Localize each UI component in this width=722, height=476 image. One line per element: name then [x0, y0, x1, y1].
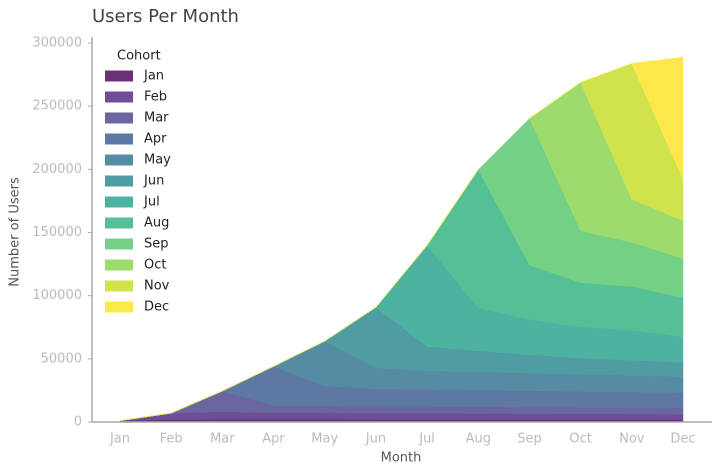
- legend-swatch: [105, 217, 133, 229]
- legend-title: Cohort: [117, 49, 161, 64]
- y-tick-label: 150000: [32, 225, 82, 240]
- x-tick-label: Aug: [466, 432, 491, 447]
- y-axis-label: Number of Users: [8, 177, 23, 287]
- legend-label: Mar: [144, 111, 169, 126]
- legend-swatch: [105, 91, 133, 103]
- y-tick-label: 0: [74, 415, 82, 430]
- y-tick-label: 200000: [32, 162, 82, 177]
- x-tick-label: Feb: [160, 432, 183, 447]
- legend-swatch: [105, 70, 133, 82]
- legend-swatch: [105, 133, 133, 145]
- x-tick-label: Dec: [670, 432, 695, 447]
- areas: [119, 56, 684, 423]
- legend-swatch: [105, 280, 133, 292]
- legend-label: Dec: [144, 300, 169, 315]
- x-tick-label: Sep: [517, 432, 542, 447]
- x-tick-label: Jan: [109, 432, 130, 447]
- x-tick-label: Nov: [619, 432, 645, 447]
- x-tick-label: Mar: [210, 432, 235, 447]
- y-tick-label: 50000: [41, 351, 82, 366]
- area: [119, 56, 684, 421]
- legend-label: Nov: [144, 279, 170, 294]
- legend-label: Jan: [143, 69, 164, 84]
- legend-label: Jun: [143, 174, 164, 189]
- legend-swatch: [105, 238, 133, 250]
- legend-label: Apr: [144, 132, 167, 147]
- legend-swatch: [105, 259, 133, 271]
- legend-swatch: [105, 301, 133, 313]
- legend-label: Aug: [144, 216, 169, 231]
- legend-swatch: [105, 196, 133, 208]
- legend-label: Sep: [144, 237, 169, 252]
- legend-label: May: [144, 153, 171, 168]
- y-tick-label: 100000: [32, 288, 82, 303]
- x-axis-label: Month: [381, 451, 422, 466]
- x-tick-label: Jul: [418, 432, 435, 447]
- legend-label: Oct: [144, 258, 166, 273]
- x-tick-label: Jun: [365, 432, 386, 447]
- legend-label: Feb: [144, 90, 167, 105]
- legend-swatch: [105, 175, 133, 187]
- y-tick-label: 300000: [32, 36, 82, 51]
- x-tick-label: Oct: [569, 432, 591, 447]
- legend-swatch: [105, 112, 133, 124]
- chart-title: Users Per Month: [92, 6, 239, 27]
- legend-label: Jul: [143, 195, 160, 210]
- y-tick-label: 250000: [32, 99, 82, 114]
- x-tick-label: Apr: [262, 432, 285, 447]
- x-tick-label: May: [311, 432, 338, 447]
- legend-swatch: [105, 154, 133, 166]
